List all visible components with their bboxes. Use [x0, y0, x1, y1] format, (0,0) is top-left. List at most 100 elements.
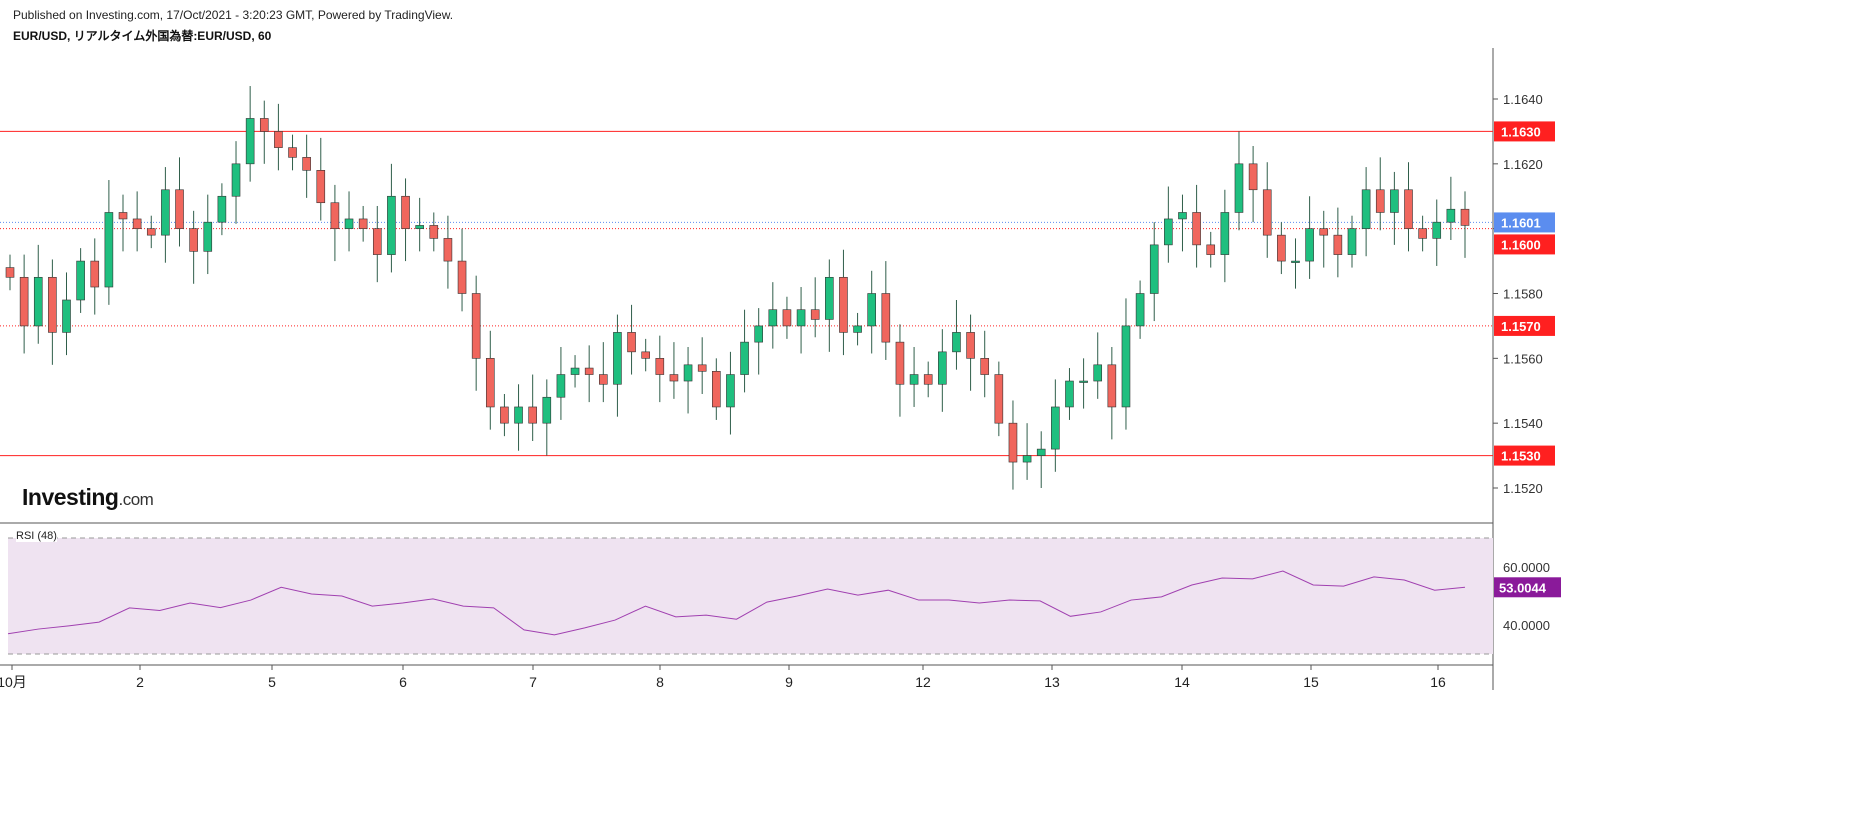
published-note: Published on Investing.com, 17/Oct/2021 …	[13, 8, 454, 22]
candle-down	[669, 374, 679, 382]
rsi-last-label: 53.0044	[1499, 580, 1547, 595]
candle-down	[288, 147, 297, 158]
x-tick-label: 9	[785, 674, 793, 690]
y-tick-label: 1.1540	[1503, 416, 1543, 431]
rsi-band	[8, 538, 1493, 654]
level-label-box	[1494, 234, 1555, 255]
candle-down	[966, 332, 975, 359]
candle-up	[1051, 406, 1060, 450]
candle-down	[528, 406, 537, 424]
y-tick-label: 1.1560	[1503, 351, 1543, 366]
candle-up	[952, 332, 961, 353]
candle-down	[1460, 208, 1470, 226]
candle-down	[810, 309, 820, 320]
candle-down	[782, 309, 792, 327]
last-price-label: 1.1601	[1501, 215, 1541, 230]
candle-up	[825, 276, 834, 320]
candle-down	[90, 260, 100, 288]
candle-up	[415, 225, 424, 229]
candle-up	[754, 325, 763, 343]
candle-down	[358, 218, 368, 229]
candle-up	[1178, 212, 1187, 220]
candle-up	[1446, 208, 1456, 223]
candle-down	[429, 225, 439, 239]
candle-up	[76, 260, 85, 301]
candle-down	[19, 276, 29, 327]
candle-down	[1277, 234, 1286, 262]
candle-up	[217, 195, 227, 223]
candle-up	[683, 364, 693, 382]
rsi-tick-label: 40.0000	[1503, 618, 1550, 633]
candle-up	[1390, 189, 1399, 213]
candle-up	[1093, 364, 1103, 382]
candle-down	[401, 195, 410, 229]
logo-text: Investing	[22, 484, 119, 510]
candle-down	[641, 351, 650, 359]
candle-down	[5, 267, 15, 278]
candle-down	[330, 202, 340, 229]
last-price-box	[1494, 212, 1555, 233]
candle-up	[1036, 448, 1046, 456]
candle-down	[923, 374, 933, 385]
candle-down	[1107, 364, 1117, 408]
candle-down	[712, 371, 721, 408]
candle-up	[867, 293, 876, 327]
candle-down	[302, 157, 311, 171]
candle-down	[189, 228, 198, 252]
candle-up	[161, 189, 170, 236]
candle-up	[1149, 244, 1159, 294]
candle-up	[1022, 455, 1032, 463]
x-tick-label: 10月	[0, 674, 27, 690]
candle-down	[1375, 189, 1385, 213]
candle-down	[1248, 163, 1258, 191]
candle-up	[1234, 163, 1244, 213]
candle-down	[584, 367, 594, 375]
candle-down	[132, 218, 142, 229]
rsi-label: RSI (48)	[16, 530, 57, 542]
candle-down	[471, 293, 481, 359]
candle-up	[909, 374, 919, 385]
candle-down	[316, 170, 326, 204]
candle-down	[372, 228, 382, 255]
candle-down	[980, 358, 990, 375]
candle-down	[1008, 422, 1018, 463]
y-tick-label: 1.1640	[1503, 92, 1543, 107]
candle-up	[796, 309, 806, 327]
candle-down	[1333, 234, 1343, 255]
candle-up	[1121, 325, 1131, 408]
candle-down	[457, 260, 467, 294]
candle-up	[104, 212, 114, 288]
candle-down	[443, 238, 453, 262]
candle-down	[1192, 212, 1201, 246]
candle-down	[655, 358, 665, 375]
level-label-box	[1494, 445, 1555, 466]
candle-up	[853, 325, 862, 333]
candle-down	[175, 189, 184, 229]
y-tick-label: 1.1620	[1503, 157, 1543, 172]
candle-down	[1319, 228, 1329, 236]
candle-up	[740, 341, 749, 375]
candle-up	[1291, 260, 1300, 263]
x-tick-label: 15	[1303, 674, 1319, 690]
candle-up	[387, 195, 396, 255]
candle-up	[203, 221, 213, 252]
symbol-title: EUR/USD, リアルタイム外国為替:EUR/USD, 60	[13, 29, 272, 43]
candle-up	[570, 367, 580, 375]
candle-up	[938, 351, 947, 385]
candle-down	[485, 358, 495, 408]
y-tick-label: 1.1520	[1503, 481, 1543, 496]
logo-suffix: .com	[118, 490, 154, 509]
x-tick-label: 8	[656, 674, 664, 690]
investing-logo: Investing.com	[22, 484, 154, 511]
candle-up	[768, 309, 778, 327]
candle-down	[839, 276, 848, 333]
y-tick-label: 1.1580	[1503, 287, 1543, 302]
candle-up	[1347, 228, 1357, 255]
candle-up	[62, 299, 71, 333]
candle-up	[556, 374, 566, 398]
x-tick-label: 7	[529, 674, 537, 690]
candle-down	[697, 364, 707, 372]
candle-down	[1206, 244, 1216, 255]
x-tick-label: 5	[268, 674, 276, 690]
